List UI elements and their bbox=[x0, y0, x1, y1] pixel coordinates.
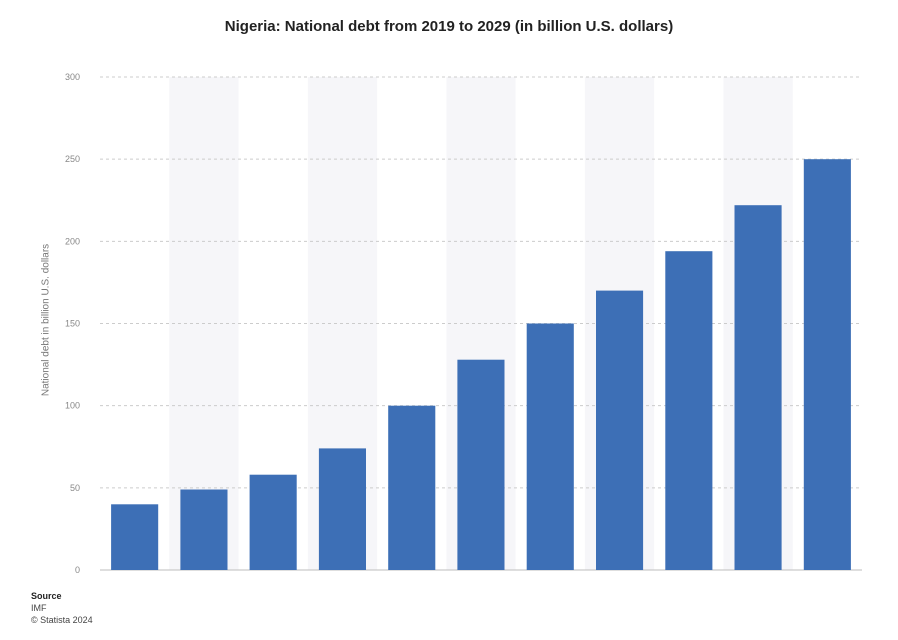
y-tick-label: 150 bbox=[65, 319, 80, 329]
source-block: Source IMF © Statista 2024 bbox=[31, 590, 93, 626]
source-title: Source bbox=[31, 591, 62, 601]
y-tick-label: 250 bbox=[65, 154, 80, 164]
chart-title: Nigeria: National debt from 2019 to 2029… bbox=[224, 18, 674, 35]
y-tick-label: 0 bbox=[75, 565, 80, 575]
source-name: IMF bbox=[31, 603, 47, 613]
bar-2029[interactable] bbox=[803, 159, 851, 570]
y-tick-label: 50 bbox=[70, 483, 80, 493]
y-tick-label: 300 bbox=[65, 72, 80, 82]
bars bbox=[111, 159, 851, 570]
bar-2019[interactable] bbox=[111, 504, 159, 570]
bar-2023[interactable] bbox=[388, 405, 436, 570]
y-axis-label: National debt in billion U.S. dollars bbox=[40, 243, 52, 397]
bar-2027[interactable] bbox=[665, 251, 713, 570]
y-tick-label: 200 bbox=[65, 236, 80, 246]
y-tick-label: 100 bbox=[65, 401, 80, 411]
bar-2028[interactable] bbox=[734, 205, 782, 570]
y-tick-labels: 0 50 100 150 200 250 300 bbox=[65, 72, 80, 575]
bar-2026[interactable] bbox=[596, 290, 644, 570]
bar-2024[interactable] bbox=[457, 359, 505, 570]
bar-2022[interactable] bbox=[318, 448, 366, 570]
bar-2020[interactable] bbox=[180, 489, 228, 571]
bar-2025[interactable] bbox=[526, 323, 574, 571]
copyright: © Statista 2024 bbox=[31, 615, 93, 625]
bar-2021[interactable] bbox=[249, 474, 297, 570]
